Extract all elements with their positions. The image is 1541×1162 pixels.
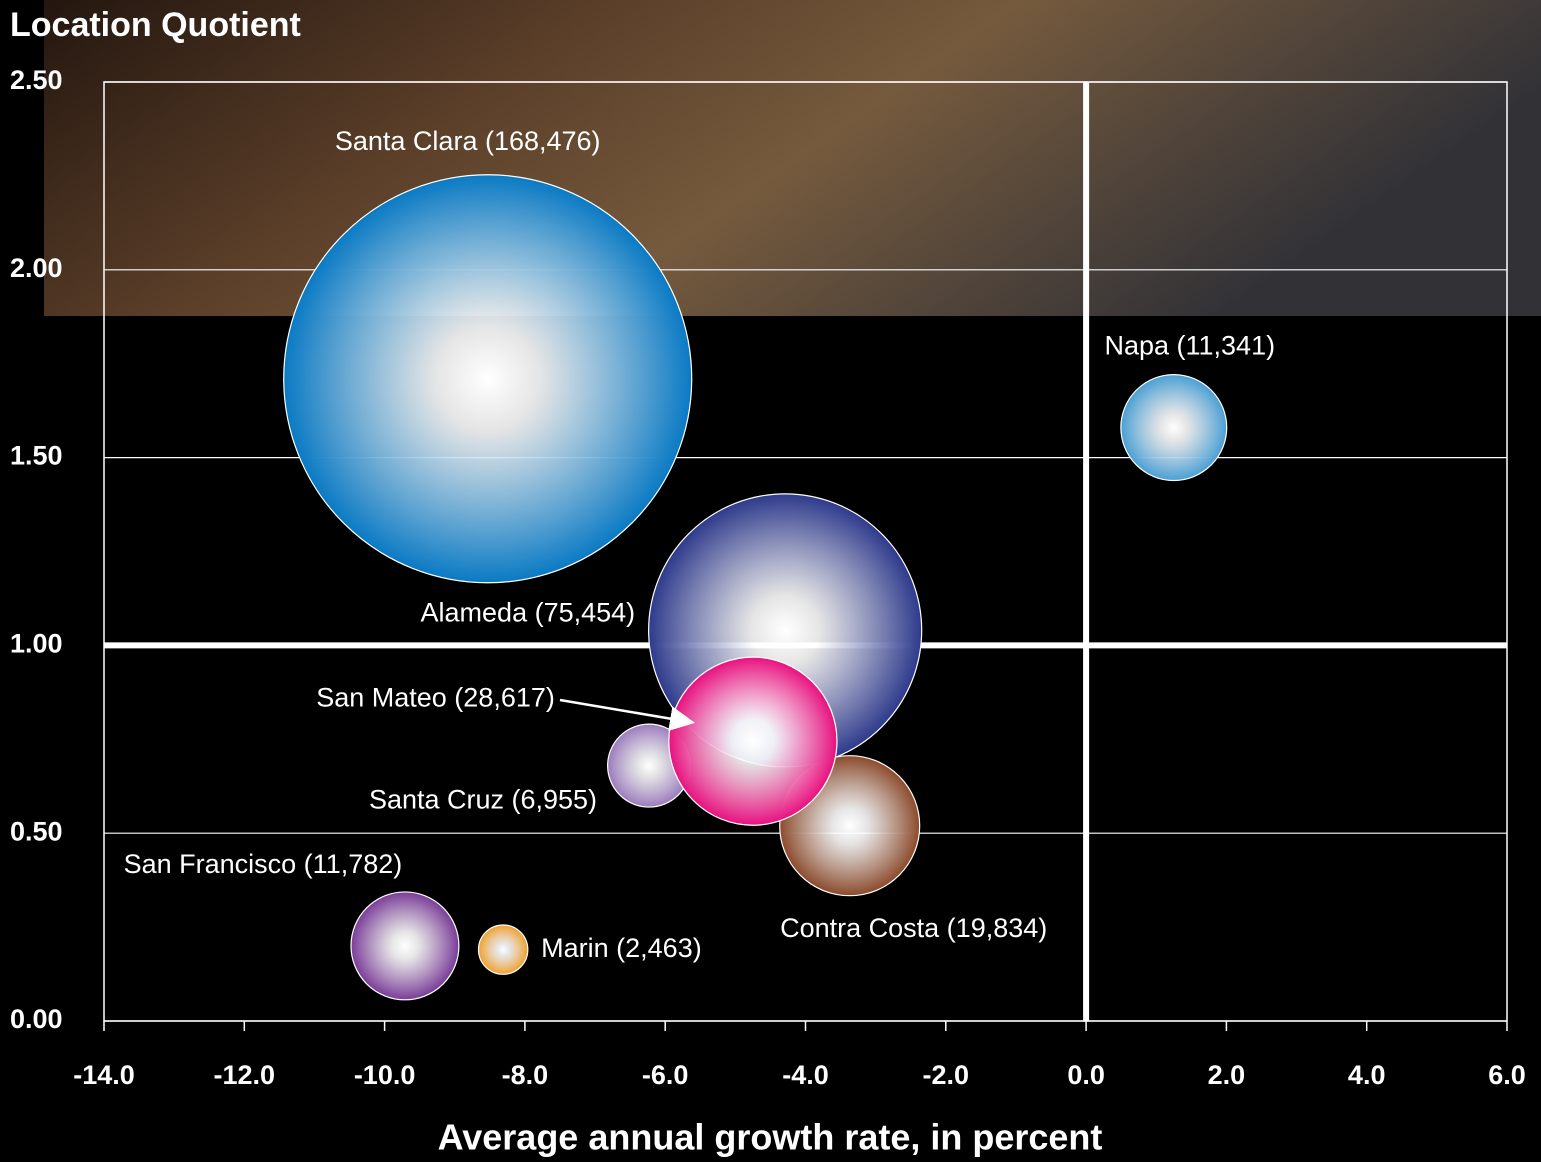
x-tick-label: 4.0 [1348,1060,1386,1090]
x-tick-label: 6.0 [1488,1060,1526,1090]
chart-title: Location Quotient [10,6,301,44]
x-tick-label: -6.0 [642,1060,689,1090]
x-axis-title: Average annual growth rate, in percent [438,1117,1103,1158]
bubble-label: San Francisco (11,782) [124,849,403,879]
x-tick-label: -4.0 [782,1060,829,1090]
y-tick-label: 2.50 [10,65,63,95]
y-tick-label: 2.00 [10,253,63,283]
bubble [1120,374,1228,482]
y-tick-label: 1.00 [10,629,63,659]
bubble [477,924,529,975]
bubble-label: Alameda (75,454) [421,598,636,628]
y-tick-label: 1.50 [10,441,63,471]
bubble-label: Santa Cruz (6,955) [369,785,597,815]
x-tick-label: -12.0 [214,1060,276,1090]
bubble-label: Napa (11,341) [1104,331,1275,361]
bubble-label: Contra Costa (19,834) [780,913,1047,943]
bubble [668,656,838,826]
x-tick-label: -14.0 [73,1060,135,1090]
x-tick-label: 2.0 [1208,1060,1246,1090]
label-arrow [559,698,695,731]
x-tick-label: -10.0 [354,1060,416,1090]
bubble [283,174,693,584]
y-tick-label: 0.50 [10,816,63,846]
photo-backdrop [44,0,1541,316]
bubble-label: San Mateo (28,617) [316,682,555,712]
x-tick-label: 0.0 [1067,1060,1105,1090]
x-tick-label: -2.0 [923,1060,970,1090]
x-tick-label: -8.0 [502,1060,549,1090]
y-tick-label: 0.00 [10,1004,63,1034]
plot-area: 0.00 0.50 1.00 1.50 2.00 2.50 -14.0 -12.0 -10.0 -… [10,65,1526,1090]
bubble [350,891,460,1001]
bubble-label: Marin (2,463) [541,933,702,963]
bubble-label: Santa Clara (168,476) [335,126,601,156]
